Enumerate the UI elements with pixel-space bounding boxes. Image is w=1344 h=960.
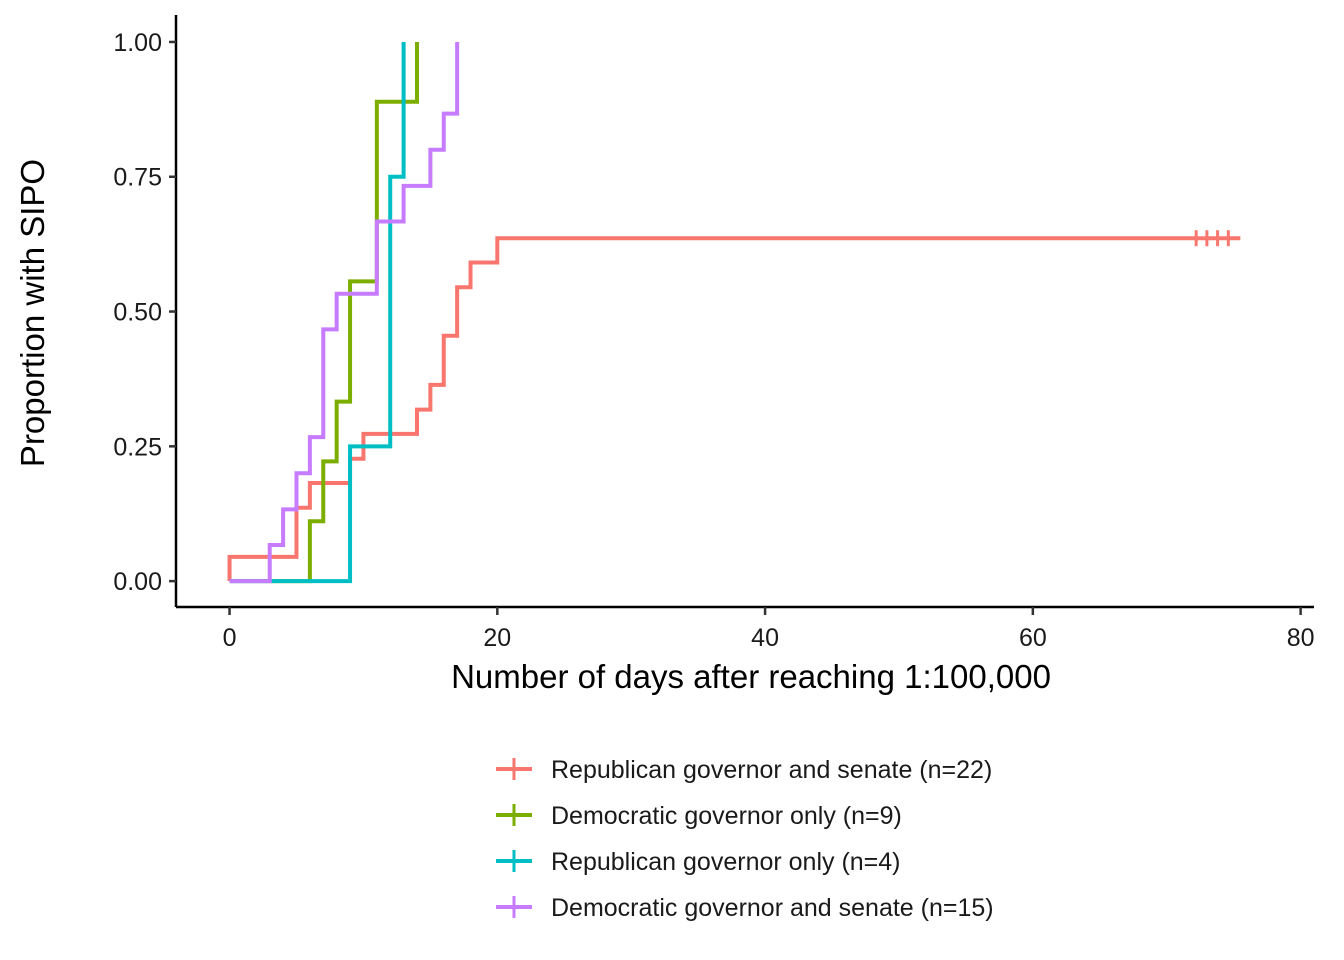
series-line-4 — [229, 41, 460, 584]
legend-item-3: Republican governor only (n=4) — [496, 848, 901, 876]
legend-item-1: Republican governor and senate (n=22) — [496, 756, 992, 784]
legend-label: Republican governor and senate (n=22) — [551, 756, 992, 784]
y-tick-label: 0.50 — [113, 299, 162, 327]
y-tick-label: 0.25 — [113, 433, 162, 461]
y-ticks: 0.00 0.25 0.50 0.75 1.00 — [113, 29, 176, 596]
plot-lines — [227, 41, 1241, 584]
legend-label: Democratic governor only (n=9) — [551, 802, 902, 830]
series-line-1 — [227, 236, 1241, 582]
legend-label: Democratic governor and senate (n=15) — [551, 894, 994, 922]
legend: Republican governor and senate (n=22) Dem… — [496, 756, 994, 922]
y-tick-label: 1.00 — [113, 29, 162, 57]
y-axis-title: Proportion with SIPO — [14, 159, 51, 467]
series-line-2 — [229, 41, 419, 584]
legend-item-4: Democratic governor and senate (n=15) — [496, 894, 994, 922]
y-tick-label: 0.75 — [113, 164, 162, 192]
axes — [174, 15, 1314, 609]
x-tick-label: 0 — [223, 624, 237, 652]
y-tick-label: 0.00 — [113, 568, 162, 596]
legend-label: Republican governor only (n=4) — [551, 848, 901, 876]
x-axis-title: Number of days after reaching 1:100,000 — [451, 658, 1051, 695]
series-line-3 — [229, 41, 406, 584]
x-tick-label: 60 — [1019, 624, 1047, 652]
legend-item-2: Democratic governor only (n=9) — [496, 802, 902, 830]
x-ticks: 0 20 40 60 80 — [223, 607, 1315, 652]
x-tick-label: 40 — [751, 624, 779, 652]
x-tick-label: 20 — [483, 624, 511, 652]
x-tick-label: 80 — [1287, 624, 1315, 652]
